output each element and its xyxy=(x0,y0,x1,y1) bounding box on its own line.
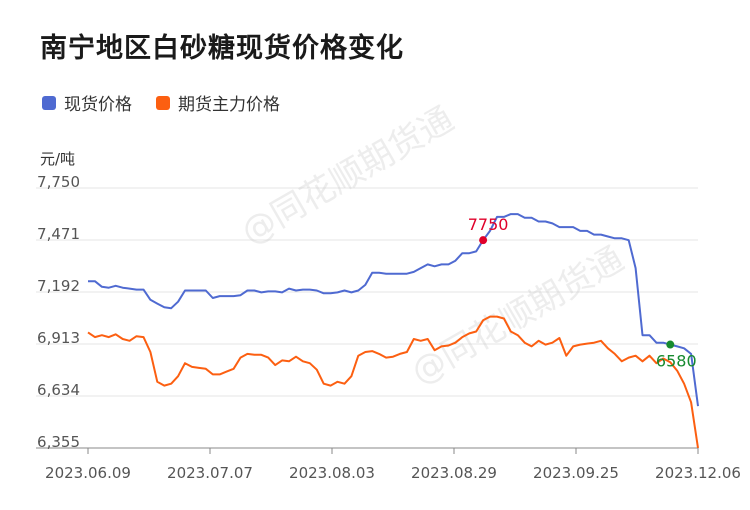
watermark-text: @同花顺期货通 xyxy=(405,239,631,393)
y-tick-label: 6,634 xyxy=(37,381,80,399)
legend-swatch-spot xyxy=(42,95,56,110)
max-value-label: 7750 xyxy=(468,215,509,234)
x-axis: 2023.06.09 2023.07.07 2023.08.03 2023.08.29… xyxy=(45,448,741,482)
x-tick-label: 2023.09.25 xyxy=(533,464,619,482)
grid-lines xyxy=(36,187,698,449)
x-tick-label: 2023.07.07 xyxy=(167,464,253,482)
series-line-spot xyxy=(88,213,699,407)
legend: 现货价格 期货主力价格 xyxy=(42,90,304,115)
legend-label-futures: 期货主力价格 xyxy=(178,95,280,115)
legend-label-spot: 现货价格 xyxy=(64,95,132,115)
y-tick-label: 7,192 xyxy=(37,277,80,295)
y-tick-label: 6,913 xyxy=(37,329,80,347)
watermark-text: @同花顺期货通 xyxy=(235,99,461,253)
x-tick-label: 2023.06.09 xyxy=(45,464,131,482)
last-value-label: 6580 xyxy=(656,352,697,371)
y-axis-unit: 元/吨 xyxy=(40,150,76,168)
y-axis-ticks: 7,750 7,471 7,192 6,913 6,634 6,355 xyxy=(37,173,80,451)
y-tick-label: 7,471 xyxy=(37,225,80,243)
chart-title: 南宁地区白砂糖现货价格变化 xyxy=(40,33,404,64)
x-tick-label: 2023.08.29 xyxy=(411,464,497,482)
y-tick-label: 6,355 xyxy=(37,433,80,451)
x-tick-label: 2023.08.03 xyxy=(289,464,375,482)
series-line-futures xyxy=(87,315,699,449)
x-tick-label: 2023.12.06 xyxy=(655,464,741,482)
legend-item-spot[interactable]: 现货价格 xyxy=(42,90,132,115)
series-lines xyxy=(87,213,699,449)
y-tick-label: 7,750 xyxy=(37,173,80,191)
legend-item-futures[interactable]: 期货主力价格 xyxy=(156,90,280,115)
annotations: 7750 6580 xyxy=(468,215,697,370)
max-point-marker xyxy=(479,236,488,245)
legend-swatch-futures xyxy=(156,95,170,110)
last-point-marker xyxy=(666,340,675,349)
